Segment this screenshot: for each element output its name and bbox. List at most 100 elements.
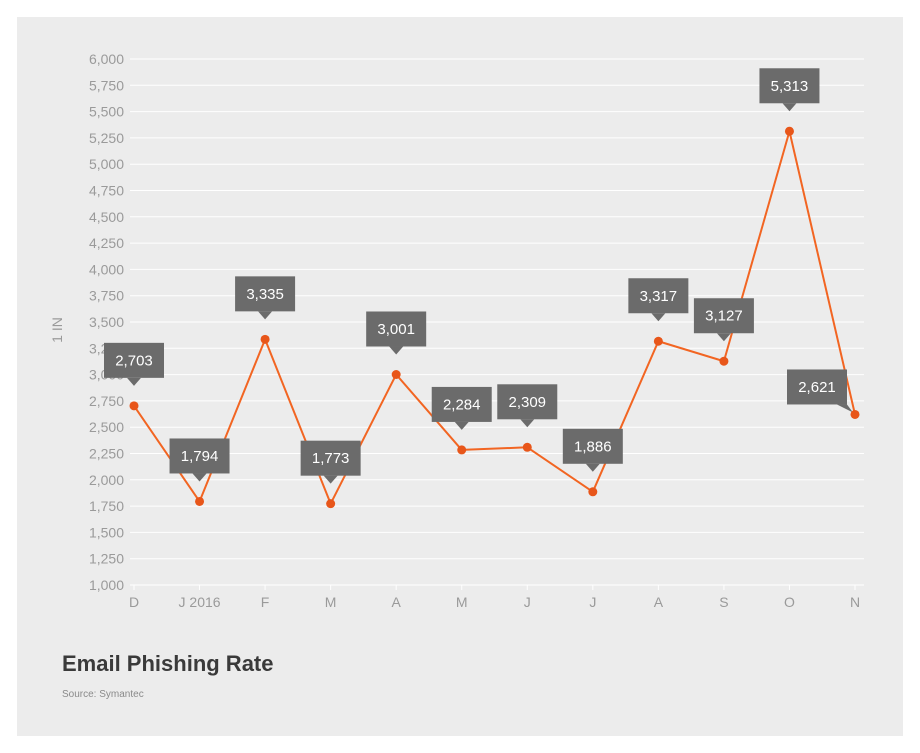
- data-point: [719, 356, 729, 366]
- y-tick-label: 5,250: [89, 130, 124, 146]
- data-label-text: 3,335: [246, 286, 284, 303]
- data-label-pointer: [716, 333, 731, 342]
- data-label: 5,313: [759, 68, 820, 112]
- data-point: [391, 369, 401, 379]
- data-label-box: [562, 428, 623, 464]
- chart-title: Email Phishing Rate: [62, 651, 274, 676]
- data-label-pointer: [837, 404, 853, 413]
- data-point: [457, 445, 467, 455]
- data-label-box: [169, 438, 230, 474]
- y-tick-label: 1,500: [89, 524, 124, 540]
- data-points: [129, 126, 860, 509]
- x-tick-label: J 2016: [179, 594, 221, 610]
- data-point: [326, 499, 336, 509]
- data-label-text: 5,313: [771, 78, 809, 95]
- y-tick-label: 2,000: [89, 472, 124, 488]
- data-label: 2,309: [497, 384, 558, 428]
- data-label-box: [628, 278, 689, 314]
- data-labels: 2,703 1,794 3,335 1,773 3,001 2,284 2,309 1,886…: [104, 68, 853, 484]
- data-label-box: [759, 68, 820, 104]
- y-tick-label: 2,750: [89, 393, 124, 409]
- x-tick-label: A: [392, 594, 402, 610]
- y-tick-label: 5,750: [89, 77, 124, 93]
- data-label-pointer: [389, 346, 404, 355]
- y-tick-label: 1,000: [89, 577, 124, 593]
- data-label-pointer: [782, 103, 797, 112]
- data-label-text: 3,127: [705, 308, 743, 325]
- data-point: [850, 409, 860, 419]
- data-label-pointer: [651, 313, 666, 322]
- data-label-pointer: [454, 421, 469, 430]
- data-label-pointer: [520, 419, 535, 428]
- y-tick-label: 5,000: [89, 156, 124, 172]
- y-tick-label: 4,000: [89, 261, 124, 277]
- y-tick-label: 5,500: [89, 104, 124, 120]
- y-tick-label: 1,250: [89, 551, 124, 567]
- data-label: 2,703: [104, 342, 164, 386]
- chart-source: Source: Symantec: [62, 689, 144, 700]
- data-label-box: [497, 384, 558, 420]
- data-label: 3,335: [235, 276, 296, 320]
- x-tick-label: S: [719, 594, 728, 610]
- x-tick-label: D: [129, 594, 139, 610]
- x-tick-label: M: [325, 594, 337, 610]
- y-tick-label: 3,500: [89, 314, 124, 330]
- data-label-box: [300, 440, 361, 476]
- data-label-text: 3,317: [640, 288, 678, 305]
- data-label-box: [104, 342, 164, 378]
- y-axis-ticks: 1,000 1,250 1,500 1,750 2,000 2,250 2,500 2,750…: [89, 51, 124, 593]
- x-axis-ticks: D J 2016 F M A M J J A S O N: [129, 585, 860, 610]
- y-tick-label: 3,750: [89, 288, 124, 304]
- data-label: 2,284: [431, 386, 492, 430]
- data-point: [522, 442, 532, 452]
- data-point: [653, 336, 663, 346]
- y-tick-label: 4,750: [89, 183, 124, 199]
- data-label: 3,127: [693, 298, 754, 342]
- data-label-text: 2,703: [115, 352, 153, 369]
- x-tick-label: F: [261, 594, 270, 610]
- data-label: 3,001: [366, 311, 427, 355]
- x-tick-label: M: [456, 594, 468, 610]
- data-label-box: [235, 276, 296, 312]
- data-label-text: 2,309: [508, 394, 546, 411]
- data-point: [195, 496, 205, 506]
- y-tick-label: 4,250: [89, 235, 124, 251]
- data-label-box: [366, 311, 427, 347]
- data-label-text: 2,621: [798, 379, 836, 396]
- x-tick-label: A: [654, 594, 664, 610]
- data-label-box: [787, 369, 847, 405]
- data-label-box: [693, 298, 754, 334]
- chart-panel: [17, 17, 903, 736]
- data-label: 2,621: [787, 369, 853, 413]
- data-label: 1,886: [562, 428, 623, 472]
- x-tick-label: J: [524, 594, 531, 610]
- data-label-pointer: [585, 463, 600, 472]
- data-label-pointer: [127, 377, 141, 386]
- y-tick-label: 1,750: [89, 498, 124, 514]
- data-point: [260, 334, 270, 344]
- y-axis-label: 1 IN: [49, 317, 65, 343]
- data-label-pointer: [323, 475, 338, 484]
- y-tick-label: 4,500: [89, 209, 124, 225]
- data-label-text: 1,794: [181, 448, 219, 465]
- y-tick-label: 6,000: [89, 51, 124, 67]
- y-tick-label: 2,500: [89, 419, 124, 435]
- data-label: 1,773: [300, 440, 361, 484]
- data-label: 1,794: [169, 438, 230, 482]
- data-point: [784, 126, 794, 136]
- data-label-pointer: [192, 473, 207, 482]
- data-label-text: 1,773: [312, 450, 350, 467]
- data-label-box: [431, 386, 492, 422]
- x-tick-label: O: [784, 594, 795, 610]
- x-tick-label: N: [850, 594, 860, 610]
- data-label-pointer: [258, 311, 273, 320]
- x-tick-label: J: [589, 594, 596, 610]
- data-point: [588, 487, 598, 497]
- data-point: [129, 401, 139, 411]
- data-label: 3,317: [628, 278, 689, 322]
- data-label-text: 3,001: [377, 321, 415, 338]
- y-tick-label: 2,250: [89, 446, 124, 462]
- data-label-text: 2,284: [443, 396, 481, 413]
- data-label-text: 1,886: [574, 438, 612, 455]
